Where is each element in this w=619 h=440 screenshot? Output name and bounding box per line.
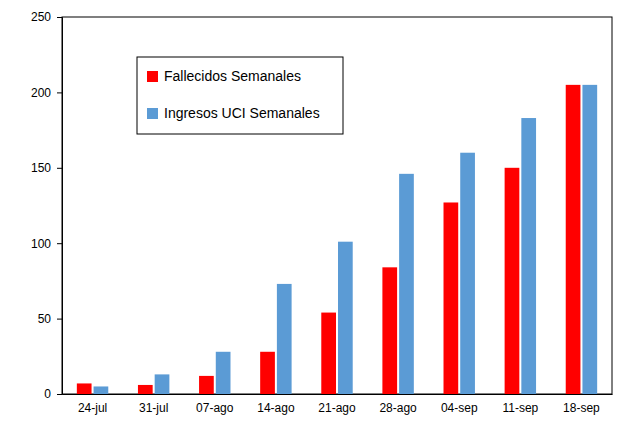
y-tick-mark [57,168,62,169]
y-tick-label: 0 [44,387,51,401]
plot: 05010015020025024-jul31-jul07-ago14-ago2… [31,10,613,414]
y-tick-label: 50 [38,312,52,326]
legend: Fallecidos Semanales Ingresos UCI Semanal… [137,57,343,134]
plot-frame [62,17,612,394]
bar [460,153,475,394]
legend-label: Ingresos UCI Semanales [164,105,320,121]
bar [382,267,397,394]
x-tick-label: 11-sep [502,401,538,415]
bar [94,386,109,394]
y-tick-mark [57,92,62,93]
x-tick-label: 31-jul [139,401,168,415]
x-tick: 24-jul [78,394,107,415]
x-tick: 21-ago [318,394,356,415]
y-tick: 250 [31,10,62,24]
legend-swatch [147,71,158,82]
bar [138,385,153,394]
x-tick: 14-ago [257,394,295,415]
y-tick: 50 [38,312,62,326]
y-tick: 150 [31,161,62,175]
x-tick-label: 14-ago [257,401,295,415]
x-tick: 28-ago [379,394,417,415]
x-tick: 18-sep [563,394,600,415]
x-tick-label: 24-jul [78,401,107,415]
y-tick-label: 150 [31,161,51,175]
x-tick-label: 18-sep [563,401,600,415]
bar [155,374,170,394]
bar [582,85,597,394]
y-axis-line [57,18,63,395]
x-axis-line [63,394,613,395]
x-tick: 04-sep [441,394,478,415]
x-tick-label: 21-ago [318,401,356,415]
y-tick: 100 [31,237,62,251]
bar [277,284,292,394]
bar [321,313,336,394]
x-tick: 31-jul [139,394,168,415]
y-tick-mark [57,243,62,244]
y-tick-label: 200 [31,86,51,100]
x-axis: 24-jul 31-jul 07-ago 14-ago 21-ago 28-ago 04-s… [63,394,613,415]
y-tick-mark [57,394,62,395]
bar [444,202,459,394]
bar [338,242,353,394]
bar [260,352,275,394]
legend-entry: Fallecidos Semanales [147,68,301,84]
legend-label: Fallecidos Semanales [164,68,301,84]
y-axis: 0 50 100 150 200 250 [31,10,63,401]
legend-entry: Ingresos UCI Semanales [147,105,320,121]
x-tick-label: 07-ago [196,401,234,415]
bar [505,168,520,394]
y-tick-mark [57,17,62,18]
x-tick-label: 04-sep [441,401,478,415]
y-tick: 200 [31,86,62,100]
bar [199,376,214,394]
legend-box [137,57,343,134]
x-tick-label: 28-ago [379,401,417,415]
bar [77,383,92,394]
legend-swatch [147,108,158,119]
bar [521,118,536,394]
x-tick: 11-sep [502,394,538,415]
y-tick: 0 [44,387,62,401]
chart: 05010015020025024-jul31-jul07-ago14-ago2… [0,0,619,440]
y-tick-label: 250 [31,10,51,24]
y-tick-label: 100 [31,237,51,251]
bar [399,174,414,394]
y-tick-mark [57,319,62,320]
bar [216,352,231,394]
x-tick: 07-ago [196,394,234,415]
bar [566,85,581,394]
